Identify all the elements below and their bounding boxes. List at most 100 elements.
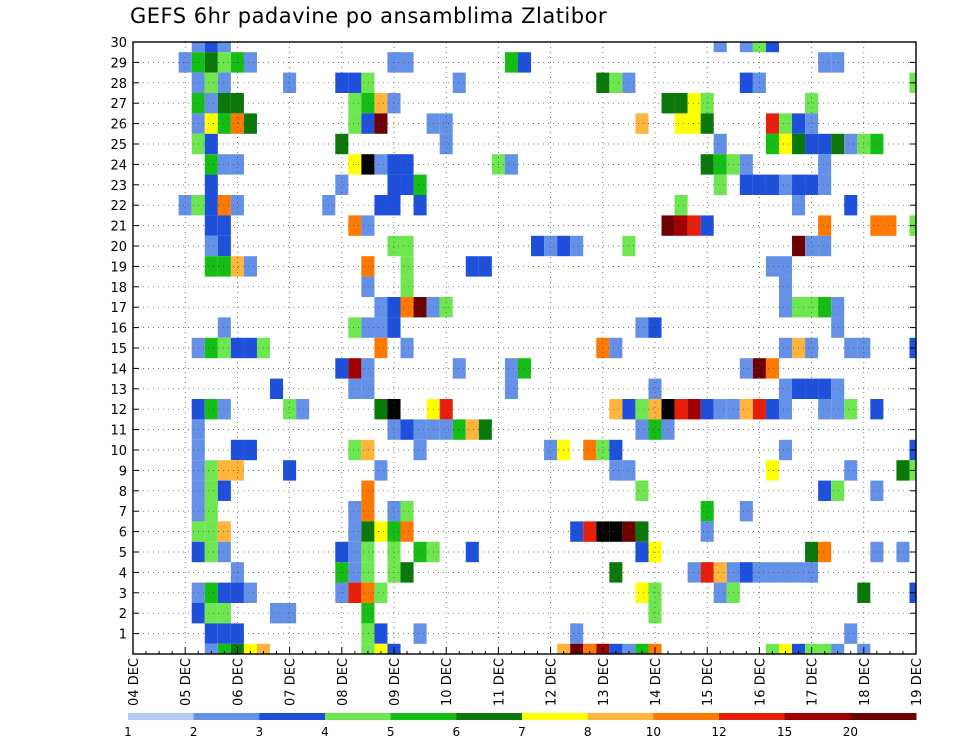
y-tick-label: 18 — [110, 281, 127, 296]
y-tick-label: 7 — [119, 505, 127, 520]
heatmap-cell — [870, 399, 884, 420]
y-tick-label: 22 — [110, 199, 127, 214]
heatmap-cell — [609, 643, 623, 654]
heatmap-cell — [609, 460, 623, 481]
heatmap-cell — [204, 52, 218, 73]
heatmap-cell — [465, 541, 479, 563]
heatmap-cell — [870, 215, 884, 236]
heatmap-cell — [348, 154, 362, 175]
heatmap-cell — [204, 93, 218, 114]
heatmap-cell — [217, 337, 231, 359]
colorbar-swatch — [719, 713, 786, 720]
heatmap-cell — [713, 42, 727, 53]
heatmap-cell — [818, 235, 832, 257]
heatmap-cell — [778, 643, 793, 654]
y-tick-label: 24 — [110, 158, 127, 173]
heatmap-cell — [596, 439, 610, 461]
colorbar-label: 2 — [190, 725, 198, 739]
heatmap-cell — [778, 276, 793, 297]
heatmap-cell — [778, 113, 793, 134]
heatmap-cell — [217, 42, 231, 53]
x-tick-label: 05 DEC — [179, 658, 194, 706]
heatmap-cell — [504, 378, 518, 399]
heatmap-cell — [452, 358, 466, 379]
heatmap-cell — [544, 439, 558, 461]
heatmap-cell — [844, 195, 858, 216]
heatmap-cell — [739, 154, 753, 175]
chart-title: GEFS 6hr padavine po ansamblima Zlatibor — [130, 4, 608, 28]
heatmap-cell — [439, 419, 453, 440]
heatmap-cell — [348, 562, 362, 583]
y-tick-label: 19 — [110, 260, 127, 275]
y-tick-label: 9 — [119, 464, 127, 479]
heatmap-cell — [818, 643, 832, 654]
heatmap-cell — [778, 337, 793, 359]
heatmap-cell — [752, 358, 766, 379]
heatmap-cell — [778, 256, 793, 277]
x-tick-label: 19 DEC — [910, 658, 925, 706]
heatmap-cell — [465, 256, 479, 277]
heatmap-cell — [687, 562, 701, 583]
heatmap-cell — [400, 52, 414, 73]
heatmap-cell — [400, 154, 414, 175]
heatmap-cell — [204, 42, 218, 53]
heatmap-cell — [217, 582, 231, 603]
heatmap-cell — [805, 113, 819, 134]
colorbar-swatch — [653, 713, 720, 720]
colorbar-label: 5 — [387, 725, 395, 739]
heatmap-cell — [674, 93, 688, 114]
colorbar-swatch — [850, 713, 917, 720]
heatmap-cell — [831, 52, 845, 73]
heatmap-cell — [361, 562, 375, 583]
colorbar-label: 4 — [321, 725, 329, 739]
heatmap-cells — [178, 42, 916, 654]
heatmap-cell — [765, 133, 779, 155]
heatmap-cell — [230, 154, 244, 175]
heatmap-cell — [805, 235, 819, 257]
heatmap-cell — [609, 337, 623, 359]
x-tick-label: 04 DEC — [127, 658, 142, 706]
y-tick-label: 8 — [119, 485, 127, 500]
heatmap-cell — [204, 623, 218, 644]
x-tick-label: 17 DEC — [806, 658, 821, 706]
heatmap-cell — [478, 419, 492, 440]
x-tick-label: 15 DEC — [701, 658, 716, 706]
heatmap-cell — [778, 174, 793, 195]
heatmap-cell — [217, 235, 231, 257]
heatmap-cell — [778, 133, 793, 155]
heatmap-cell — [374, 460, 388, 481]
heatmap-cell — [635, 419, 649, 440]
heatmap-cell — [818, 399, 832, 420]
heatmap-cell — [778, 297, 793, 318]
heatmap-cell — [283, 603, 297, 624]
heatmap-cell — [844, 460, 858, 481]
heatmap-cell — [348, 93, 362, 114]
heatmap-cell — [374, 582, 388, 603]
y-tick-label: 4 — [119, 566, 127, 581]
heatmap-cell — [361, 643, 375, 654]
x-axis-labels: 04 DEC 05 DEC 06 DEC 07 DEC 08 DEC 09 DEC 10 D… — [127, 658, 925, 706]
heatmap-cell — [818, 541, 832, 563]
heatmap-cell — [818, 297, 832, 318]
heatmap-cell — [831, 317, 845, 338]
heatmap-cell — [818, 215, 832, 236]
heatmap-cell — [217, 317, 231, 338]
heatmap-cell — [831, 133, 845, 155]
colorbar-swatch — [784, 713, 851, 720]
heatmap-cell — [204, 603, 218, 624]
heatmap-cell — [739, 358, 753, 379]
heatmap-cell — [831, 480, 845, 501]
heatmap-cell — [400, 337, 414, 359]
colorbar-swatch — [390, 713, 457, 720]
heatmap-cell — [204, 501, 218, 522]
heatmap-cell — [818, 154, 832, 175]
heatmap-cell — [361, 154, 375, 175]
heatmap-cell — [374, 93, 388, 114]
heatmap-cell — [452, 419, 466, 440]
heatmap-cell — [400, 256, 414, 277]
heatmap-cell — [765, 358, 779, 379]
y-tick-label: 16 — [110, 322, 127, 337]
heatmap-cell — [844, 337, 858, 359]
y-tick-label: 10 — [110, 444, 127, 459]
heatmap-cell — [230, 439, 244, 461]
